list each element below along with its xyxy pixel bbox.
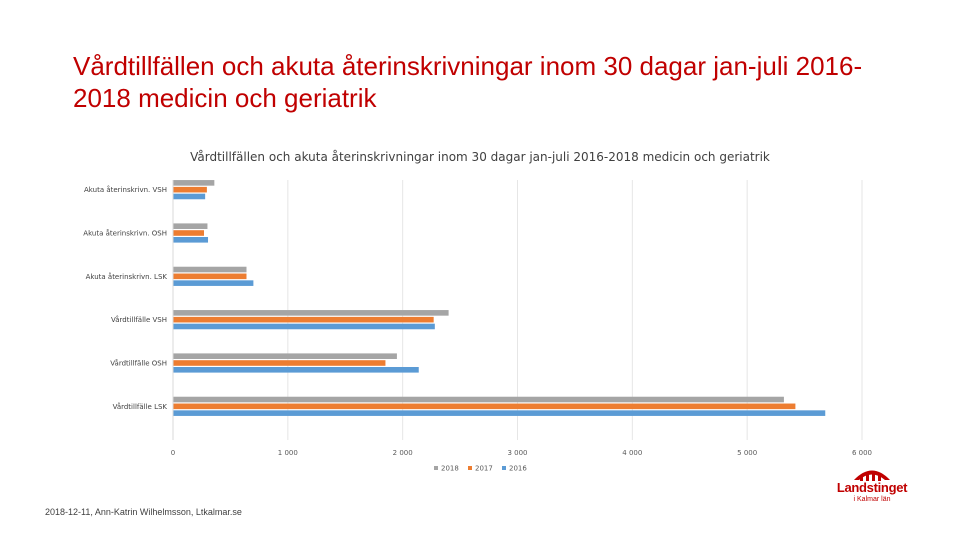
- category-label: Vårdtillfälle OSH: [110, 359, 167, 368]
- bar-2017: [173, 186, 207, 193]
- bar-2016: [173, 367, 419, 373]
- bar-2017: [173, 403, 796, 410]
- bar-2018: [173, 396, 784, 403]
- bar-2017: [173, 273, 247, 280]
- x-tick-label: 5 000: [737, 449, 757, 457]
- bar-2017: [173, 316, 434, 323]
- x-tick-label: 6 000: [852, 449, 872, 457]
- x-tick-label: 1 000: [278, 449, 298, 457]
- landstinget-logo-icon: [854, 470, 890, 481]
- x-tick-label: 3 000: [507, 449, 527, 457]
- legend-label-2017: 2017: [475, 465, 493, 473]
- bar-2017: [173, 230, 205, 236]
- bar-2016: [173, 237, 209, 243]
- legend-swatch-2018: [434, 466, 438, 470]
- bar-2018: [173, 310, 449, 316]
- category-label: Akuta återinskrivn. LSK: [86, 272, 168, 281]
- legend-label-2018: 2018: [441, 465, 459, 473]
- bar-2018: [173, 223, 208, 229]
- bar-2016: [173, 410, 826, 416]
- category-label: Akuta återinskrivn. VSH: [84, 185, 167, 194]
- footer-text: 2018-12-11, Ann-Katrin Wilhelmsson, Ltka…: [45, 507, 242, 517]
- bar-2016: [173, 323, 435, 330]
- bar-2018: [173, 180, 215, 186]
- bar-2017: [173, 360, 386, 366]
- x-tick-label: 0: [171, 449, 175, 457]
- logo-name: Landstinget: [836, 480, 908, 495]
- category-label: Vårdtillfälle LSK: [113, 402, 168, 411]
- legend-swatch-2016: [502, 466, 506, 470]
- x-tick-label: 2 000: [393, 449, 413, 457]
- bar-2018: [173, 353, 397, 359]
- bar-2018: [173, 266, 247, 273]
- logo-subtitle: i Kalmar län: [853, 496, 891, 503]
- legend-label-2016: 2016: [509, 465, 527, 473]
- bar-2016: [173, 280, 254, 286]
- category-label: Vårdtillfälle VSH: [111, 315, 167, 324]
- legend-swatch-2017: [468, 466, 472, 470]
- x-tick-label: 4 000: [622, 449, 642, 457]
- chart-title: Vårdtillfällen och akuta återinskrivning…: [190, 150, 770, 164]
- bar-2016: [173, 193, 206, 200]
- slide-title: Vårdtillfällen och akuta återinskrivning…: [73, 51, 863, 113]
- category-label: Akuta återinskrivn. OSH: [83, 229, 167, 238]
